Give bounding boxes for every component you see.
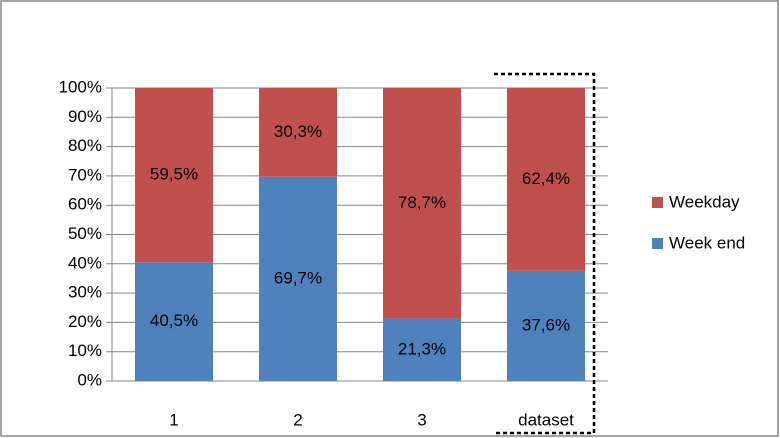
bar-segment	[383, 318, 461, 381]
highlight-frame	[494, 72, 596, 435]
bar-segment	[507, 88, 585, 271]
bar-segment	[383, 88, 461, 319]
y-tick-label: 0%	[77, 370, 102, 389]
x-tick-label: 1	[169, 410, 178, 429]
y-tick-label: 10%	[68, 341, 102, 360]
y-tick-label: 50%	[68, 224, 102, 243]
y-tick-label: 80%	[68, 136, 102, 155]
bar-segment	[259, 88, 337, 177]
data-label: 30,3%	[274, 122, 322, 141]
y-tick-label: 40%	[68, 253, 102, 272]
y-tick-label: 20%	[68, 312, 102, 331]
bar-segment	[259, 176, 337, 381]
y-tick-label: 70%	[68, 165, 102, 184]
y-tick-label: 90%	[68, 107, 102, 126]
bar-segment	[507, 270, 585, 381]
data-label: 21,3%	[398, 339, 446, 358]
legend-swatch	[652, 238, 663, 249]
data-label: 37,6%	[522, 315, 570, 334]
y-tick-label: 30%	[68, 283, 102, 302]
x-tick-label: dataset	[518, 410, 574, 429]
data-label: 62,4%	[522, 169, 570, 188]
bar-segment	[135, 262, 213, 381]
data-label: 40,5%	[150, 311, 198, 330]
bar-segment	[135, 88, 213, 263]
legend-swatch	[652, 197, 663, 208]
y-tick-label: 60%	[68, 195, 102, 214]
y-tick-label: 100%	[59, 77, 102, 96]
legend-label: Weekday	[669, 192, 740, 211]
x-tick-label: 2	[293, 410, 302, 429]
x-tick-label: 3	[417, 410, 426, 429]
data-label: 69,7%	[274, 268, 322, 287]
data-label: 78,7%	[398, 193, 446, 212]
legend-label: Week end	[669, 233, 745, 252]
data-label: 59,5%	[150, 165, 198, 184]
